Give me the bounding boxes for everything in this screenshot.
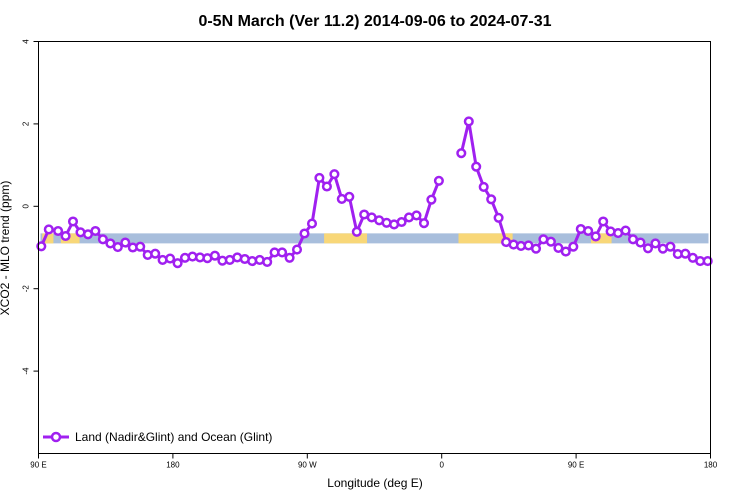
data-point: [642, 243, 654, 254]
data-point: [553, 242, 564, 253]
data-point: [680, 248, 691, 259]
legend-marker: [50, 431, 62, 443]
data-point: [36, 241, 47, 252]
plot-frame: [38, 41, 711, 454]
y-tick-label: 0: [22, 204, 31, 209]
data-point: [418, 218, 430, 229]
data-point: [568, 241, 579, 252]
data-point: [112, 242, 123, 253]
data-point: [172, 258, 183, 269]
data-point: [411, 210, 422, 221]
data-point: [291, 244, 303, 255]
data-point: [97, 234, 108, 245]
data-point: [209, 250, 220, 261]
data-point: [43, 224, 54, 235]
data-point: [433, 175, 444, 186]
data-point: [150, 248, 161, 259]
data-point: [105, 238, 116, 249]
data-point: [90, 225, 101, 237]
x-tick-label: 90 E: [30, 461, 46, 470]
data-point: [635, 237, 646, 248]
x-tick-label: 0: [439, 461, 444, 470]
legend-entry: Land (Nadir&Glint) and Ocean (Glint): [75, 430, 272, 444]
data-point: [306, 218, 318, 229]
data-point: [165, 253, 176, 264]
data-point: [351, 226, 362, 237]
data-point: [493, 212, 504, 223]
x-tick-label: 90 E: [568, 461, 584, 470]
x-tick-label: 180: [166, 461, 180, 470]
data-point: [396, 216, 407, 228]
data-point: [583, 225, 594, 237]
chart-title: 0-5N March (Ver 11.2) 2014-09-06 to 2024…: [198, 13, 551, 30]
data-point: [321, 181, 332, 192]
data-point: [314, 172, 325, 183]
data-point: [560, 246, 571, 257]
data-point: [277, 247, 288, 258]
data-point: [486, 194, 497, 205]
data-point: [665, 241, 676, 252]
data-point: [262, 256, 273, 267]
x-tick-label: 90 W: [298, 461, 317, 470]
data-point: [344, 191, 355, 202]
series-layer: [36, 116, 713, 269]
data-point: [60, 230, 71, 242]
data-point: [299, 228, 310, 239]
y-axis: -4 -2 0 2 4: [22, 39, 39, 375]
data-point: [463, 116, 474, 127]
data-point: [284, 252, 295, 263]
y-tick-label: 2: [22, 121, 31, 126]
data-point: [53, 225, 64, 237]
data-point: [67, 216, 79, 227]
data-point: [329, 169, 340, 180]
x-axis-label: Longitude (deg E): [327, 476, 422, 490]
data-point: [478, 181, 489, 192]
legend: Land (Nadir&Glint) and Ocean (Glint): [43, 430, 272, 444]
y-tick-label: -4: [22, 367, 31, 375]
x-tick-label: 180: [704, 461, 718, 470]
y-axis-label: XCO2 - MLO trend (ppm): [0, 181, 12, 316]
x-axis: 90 E 180 90 W 0 90 E 180: [30, 453, 718, 470]
data-point: [702, 256, 713, 267]
data-point: [530, 243, 542, 254]
data-point: [620, 225, 631, 236]
data-point: [650, 238, 661, 249]
data-point: [426, 194, 437, 205]
y-tick-label: 4: [22, 39, 31, 44]
data-point: [456, 148, 467, 159]
data-point: [545, 236, 556, 247]
data-point: [120, 237, 131, 248]
data-point: [598, 216, 609, 227]
data-point: [471, 161, 482, 172]
data-point: [590, 231, 601, 242]
data-point: [135, 241, 146, 252]
y-tick-label: -2: [22, 285, 31, 293]
